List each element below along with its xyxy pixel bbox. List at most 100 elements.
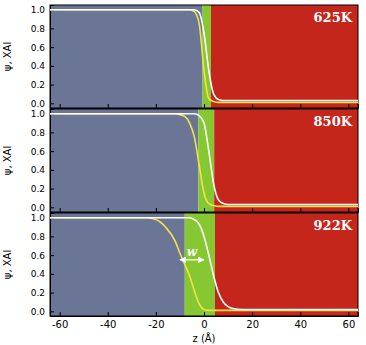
x-tick-mark — [252, 312, 253, 316]
x-tick — [300, 104, 301, 108]
x-tick: -20 — [148, 312, 164, 330]
y-tick-mark — [50, 293, 54, 294]
liquid-region — [211, 5, 358, 108]
interface-region — [198, 109, 214, 212]
y-tick: 0.8 — [31, 232, 54, 242]
y-tick-label: 0.4 — [31, 165, 46, 175]
y-tick-label: 1.0 — [31, 109, 46, 119]
profile-line — [50, 218, 358, 310]
y-tick: 0.2 — [31, 80, 54, 90]
x-tick-mark — [156, 104, 157, 108]
y-tick-mark — [50, 170, 54, 171]
x-tick-mark — [60, 312, 61, 316]
plot-frame — [50, 213, 358, 316]
x-axis-title: z (Å) — [192, 332, 215, 344]
y-tick: 0.0 — [31, 307, 54, 317]
x-tick-label: -60 — [52, 319, 68, 330]
x-tick-label: 20 — [246, 319, 259, 330]
y-tick-label: 0.8 — [31, 24, 46, 34]
x-tick-label: 0 — [201, 319, 207, 330]
y-tick: 0.4 — [31, 61, 54, 71]
y-tick-mark — [50, 189, 54, 190]
x-tick — [156, 104, 157, 108]
y-tick: 0.8 — [31, 128, 54, 138]
x-tick-mark — [60, 104, 61, 108]
x-tick-mark — [348, 104, 349, 108]
y-tick-mark — [50, 311, 54, 312]
y-tick-label: 0.6 — [31, 147, 46, 157]
y-tick-label: 1.0 — [31, 213, 46, 223]
x-tick-mark — [348, 312, 349, 316]
x-tick: -40 — [100, 312, 116, 330]
x-tick-label: -20 — [148, 319, 164, 330]
y-tick-mark — [50, 274, 54, 275]
y-tick-mark — [50, 151, 54, 152]
annotation: w — [187, 245, 198, 259]
y-tick-label: 0.4 — [31, 61, 46, 71]
crystal-region — [50, 213, 185, 316]
y-axis-line — [51, 214, 55, 317]
x-axis: -60-40-200204060 — [51, 312, 359, 330]
x-tick-mark — [204, 208, 205, 212]
liquid-region — [215, 213, 358, 316]
x-tick — [156, 208, 157, 212]
profile-line — [50, 218, 358, 311]
x-tick-mark — [348, 208, 349, 212]
panel-label: 922K — [314, 218, 353, 233]
y-tick-mark — [50, 207, 54, 208]
x-tick: -60 — [52, 312, 68, 330]
y-tick-label: 0.2 — [31, 184, 45, 194]
panel: 0.00.20.40.60.81.0625Kψ, XAl — [2, 5, 359, 109]
profile-line — [50, 10, 358, 101]
y-tick: 0.6 — [31, 43, 54, 53]
x-tick — [60, 104, 61, 108]
liquid-region — [214, 109, 358, 212]
x-tick-mark — [300, 312, 301, 316]
x-tick — [252, 104, 253, 108]
x-tick-mark — [252, 208, 253, 212]
crystal-region — [50, 5, 203, 108]
y-tick-mark — [50, 236, 54, 237]
y-axis: 0.00.20.40.60.81.0 — [31, 213, 54, 317]
x-tick — [204, 104, 205, 108]
x-tick-label: -40 — [100, 319, 116, 330]
y-tick-mark — [50, 47, 54, 48]
x-tick-mark — [300, 104, 301, 108]
x-tick — [108, 208, 109, 212]
panel-label: 625K — [314, 10, 353, 25]
snapshot-background — [50, 213, 358, 316]
y-axis-title: ψ, XAl — [2, 42, 13, 71]
y-tick-label: 0.8 — [31, 128, 46, 138]
x-tick-mark — [108, 208, 109, 212]
x-tick-mark — [156, 312, 157, 316]
x-tick-mark — [108, 312, 109, 316]
width-arrow — [180, 259, 204, 260]
figure: 0.0 0.2 0.4 0.6 0.8 1.0 625K ψ, XAl 0.0 0.2 0.4 0.6… — [0, 0, 366, 345]
plot-frame — [50, 5, 358, 108]
snapshot-background — [50, 5, 358, 108]
x-tick-mark — [204, 312, 205, 316]
snapshot-background — [50, 109, 358, 212]
x-tick: 60 — [343, 312, 356, 330]
x-tick-mark — [108, 104, 109, 108]
x-tick — [204, 208, 205, 212]
x-tick — [252, 208, 253, 212]
x-tick — [108, 104, 109, 108]
lines — [50, 218, 358, 311]
profile-line — [50, 114, 358, 205]
y-tick-label: 1.0 — [31, 5, 46, 15]
x-tick — [60, 208, 61, 212]
y-tick: 0.0 — [31, 203, 54, 213]
y-tick-label: 0.6 — [31, 43, 46, 53]
y-axis: 0.0 0.2 0.4 0.6 0.8 1.0 — [31, 109, 54, 213]
x-tick-mark — [156, 208, 157, 212]
profile-line — [50, 114, 358, 207]
lines — [50, 114, 358, 207]
y-tick-mark — [50, 85, 54, 86]
x-tick-label: 60 — [343, 319, 356, 330]
y-tick-mark — [50, 66, 54, 67]
y-tick: 0.6 — [31, 147, 54, 157]
lines — [50, 10, 358, 103]
y-tick: 0.6 — [31, 251, 54, 261]
x-tick-mark — [204, 104, 205, 108]
